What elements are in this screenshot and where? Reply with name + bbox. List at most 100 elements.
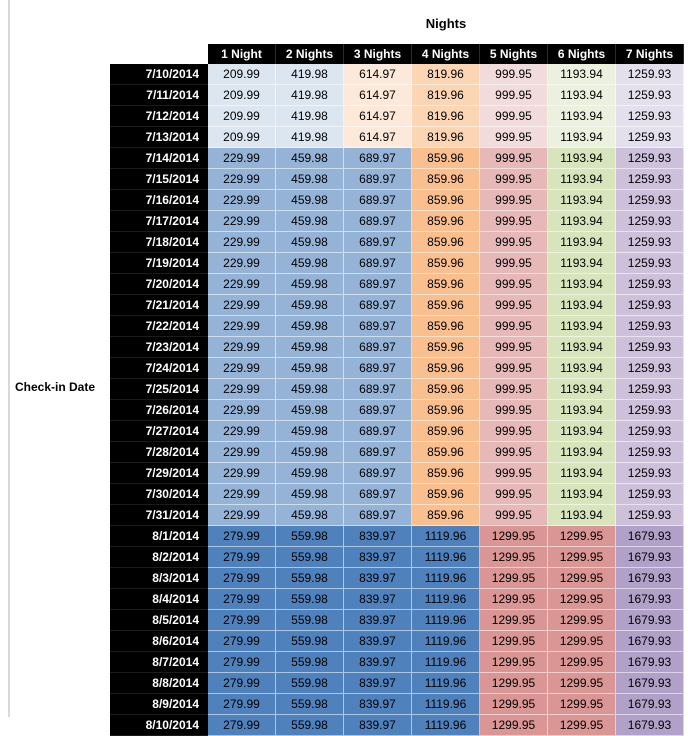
price-cell: 1259.93 xyxy=(616,505,684,527)
price-cell: 859.96 xyxy=(412,505,480,527)
price-cell: 999.95 xyxy=(480,442,548,464)
date-cell: 8/7/2014 xyxy=(110,652,208,674)
price-cell: 419.98 xyxy=(276,85,344,107)
price-cell: 1259.93 xyxy=(616,190,684,212)
price-cell: 1299.95 xyxy=(480,526,548,548)
price-cell: 229.99 xyxy=(208,463,276,485)
price-cell: 819.96 xyxy=(412,85,480,107)
price-cell: 1119.96 xyxy=(412,631,480,653)
price-cell: 999.95 xyxy=(480,463,548,485)
price-cell: 859.96 xyxy=(412,400,480,422)
price-cell: 1193.94 xyxy=(548,442,616,464)
price-cell: 1259.93 xyxy=(616,400,684,422)
price-cell: 419.98 xyxy=(276,106,344,128)
price-cell: 1259.93 xyxy=(616,442,684,464)
table-row: 8/1/2014 279.99 559.98 839.97 1119.96 1299.95… xyxy=(110,526,684,548)
price-cell: 999.95 xyxy=(480,505,548,527)
price-cell: 1193.94 xyxy=(548,358,616,380)
table-row: 7/13/2014 209.99 419.98 614.97 819.96 999.95 1… xyxy=(110,127,684,149)
pricing-table: 1 Night 2 Nights 3 Nights 4 Nights 5 Nights 6… xyxy=(110,44,684,736)
price-cell: 819.96 xyxy=(412,64,480,86)
price-cell: 459.98 xyxy=(276,337,344,359)
price-cell: 999.95 xyxy=(480,400,548,422)
date-cell: 7/26/2014 xyxy=(110,400,208,422)
date-cell: 7/16/2014 xyxy=(110,190,208,212)
price-cell: 1193.94 xyxy=(548,106,616,128)
price-cell: 839.97 xyxy=(344,526,412,548)
price-cell: 689.97 xyxy=(344,295,412,317)
table-row: 7/18/2014 229.99 459.98 689.97 859.96 999.95 1… xyxy=(110,232,684,254)
price-cell: 229.99 xyxy=(208,232,276,254)
price-cell: 689.97 xyxy=(344,190,412,212)
price-cell: 209.99 xyxy=(208,127,276,149)
price-cell: 1119.96 xyxy=(412,715,480,736)
price-cell: 859.96 xyxy=(412,169,480,191)
price-cell: 279.99 xyxy=(208,631,276,653)
price-cell: 689.97 xyxy=(344,253,412,275)
price-cell: 1259.93 xyxy=(616,127,684,149)
date-cell: 7/20/2014 xyxy=(110,274,208,296)
price-cell: 614.97 xyxy=(344,85,412,107)
table-row: 7/27/2014 229.99 459.98 689.97 859.96 999.95 1… xyxy=(110,421,684,443)
date-cell: 7/27/2014 xyxy=(110,421,208,443)
price-cell: 1193.94 xyxy=(548,463,616,485)
date-cell: 7/12/2014 xyxy=(110,106,208,128)
price-cell: 459.98 xyxy=(276,400,344,422)
date-cell: 7/25/2014 xyxy=(110,379,208,401)
price-cell: 1299.95 xyxy=(548,547,616,569)
price-cell: 999.95 xyxy=(480,232,548,254)
table-row: 8/3/2014 279.99 559.98 839.97 1119.96 1299.95… xyxy=(110,568,684,590)
price-cell: 999.95 xyxy=(480,211,548,233)
price-cell: 859.96 xyxy=(412,484,480,506)
price-cell: 1193.94 xyxy=(548,190,616,212)
price-cell: 1119.96 xyxy=(412,589,480,611)
price-cell: 229.99 xyxy=(208,295,276,317)
price-cell: 689.97 xyxy=(344,505,412,527)
price-cell: 859.96 xyxy=(412,442,480,464)
table-row: 8/6/2014 279.99 559.98 839.97 1119.96 1299.95… xyxy=(110,631,684,653)
price-cell: 229.99 xyxy=(208,421,276,443)
price-cell: 689.97 xyxy=(344,421,412,443)
date-cell: 7/29/2014 xyxy=(110,463,208,485)
price-cell: 459.98 xyxy=(276,211,344,233)
price-cell: 999.95 xyxy=(480,190,548,212)
date-cell: 7/18/2014 xyxy=(110,232,208,254)
table-row: 8/4/2014 279.99 559.98 839.97 1119.96 1299.95… xyxy=(110,589,684,611)
price-cell: 1193.94 xyxy=(548,85,616,107)
price-cell: 839.97 xyxy=(344,694,412,716)
price-cell: 614.97 xyxy=(344,64,412,86)
price-cell: 1119.96 xyxy=(412,547,480,569)
column-header: 4 Nights xyxy=(412,44,480,65)
price-cell: 999.95 xyxy=(480,253,548,275)
price-cell: 279.99 xyxy=(208,715,276,736)
price-cell: 1119.96 xyxy=(412,526,480,548)
price-cell: 1193.94 xyxy=(548,400,616,422)
price-cell: 459.98 xyxy=(276,316,344,338)
price-cell: 1299.95 xyxy=(480,547,548,569)
price-cell: 689.97 xyxy=(344,442,412,464)
price-cell: 689.97 xyxy=(344,148,412,170)
price-cell: 559.98 xyxy=(276,631,344,653)
price-cell: 459.98 xyxy=(276,295,344,317)
price-cell: 1193.94 xyxy=(548,169,616,191)
price-cell: 614.97 xyxy=(344,127,412,149)
price-cell: 999.95 xyxy=(480,484,548,506)
column-header: 1 Night xyxy=(208,44,276,65)
price-cell: 859.96 xyxy=(412,337,480,359)
price-cell: 1299.95 xyxy=(548,673,616,695)
price-cell: 209.99 xyxy=(208,106,276,128)
table-row: 7/30/2014 229.99 459.98 689.97 859.96 999.95 1… xyxy=(110,484,684,506)
price-cell: 229.99 xyxy=(208,211,276,233)
column-header: 2 Nights xyxy=(276,44,344,65)
price-cell: 279.99 xyxy=(208,547,276,569)
price-cell: 1679.93 xyxy=(616,673,684,695)
price-cell: 1679.93 xyxy=(616,526,684,548)
price-cell: 229.99 xyxy=(208,148,276,170)
price-cell: 999.95 xyxy=(480,127,548,149)
price-cell: 229.99 xyxy=(208,337,276,359)
price-cell: 279.99 xyxy=(208,694,276,716)
price-cell: 999.95 xyxy=(480,379,548,401)
price-cell: 229.99 xyxy=(208,484,276,506)
date-cell: 7/10/2014 xyxy=(110,64,208,86)
price-cell: 1259.93 xyxy=(616,484,684,506)
